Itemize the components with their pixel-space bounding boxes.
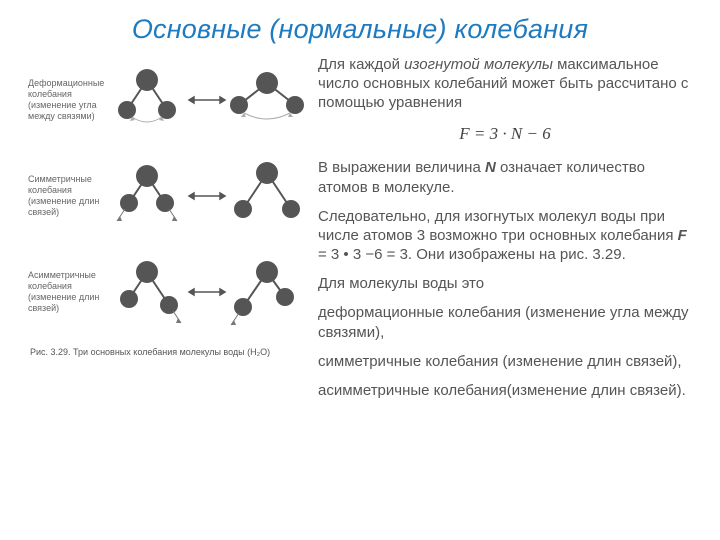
figure: Деформационные колебания (изменение угла…: [28, 55, 308, 359]
figure-row: Симметричные ко­лебания (изменение длин …: [28, 151, 308, 241]
text: Следовательно, для изогнутых молекул вод…: [318, 208, 678, 244]
text-column: Для каждой изогнутой молекулы максимальн…: [318, 55, 692, 410]
vibration-asymmetric-diagram: [106, 247, 308, 337]
text: В выражении величина: [318, 159, 485, 176]
content-row: Деформационные колебания (изменение угла…: [28, 55, 692, 410]
figure-row: Деформационные колебания (изменение угла…: [28, 55, 308, 145]
paragraph: Следовательно, для изогнутых молекул вод…: [318, 207, 692, 265]
paragraph: Для молекулы воды это: [318, 274, 692, 293]
figure-row-label: Симметричные ко­лебания (изменение длин …: [28, 174, 106, 219]
text-emphasis: изогнутой молекулы: [404, 56, 553, 73]
paragraph: Для каждой изогнутой молекулы максимальн…: [318, 55, 692, 113]
figure-caption: Рис. 3.29. Три основных колебания молеку…: [28, 343, 308, 359]
figure-column: Деформационные колебания (изменение угла…: [28, 55, 308, 410]
text-emphasis: N: [485, 159, 496, 176]
figure-row: Асимметричные колебания (изменение длин …: [28, 247, 308, 337]
vibration-symmetric-diagram: [106, 151, 308, 241]
slide-title: Основные (нормальные) колебания: [28, 14, 692, 45]
figure-row-label: Асимметричные колебания (изменение длин …: [28, 270, 106, 315]
figure-row-label: Деформационные колебания (изменение угла…: [28, 78, 106, 123]
vibration-deformation-diagram: [106, 55, 308, 145]
paragraph: симметричные колебания (изменение длин с…: [318, 352, 692, 371]
text: = 3 • 3 −6 = 3. Они изображены на рис. 3…: [318, 246, 626, 263]
equation: F = 3 · N − 6: [318, 123, 692, 145]
text: Для каждой: [318, 56, 404, 73]
paragraph: деформационные колебания (изменение угла…: [318, 303, 692, 341]
text-emphasis: F: [678, 227, 687, 244]
paragraph: асимметричные колебания(изменение длин с…: [318, 381, 692, 400]
paragraph: В выражении величина N означает количест…: [318, 158, 692, 196]
